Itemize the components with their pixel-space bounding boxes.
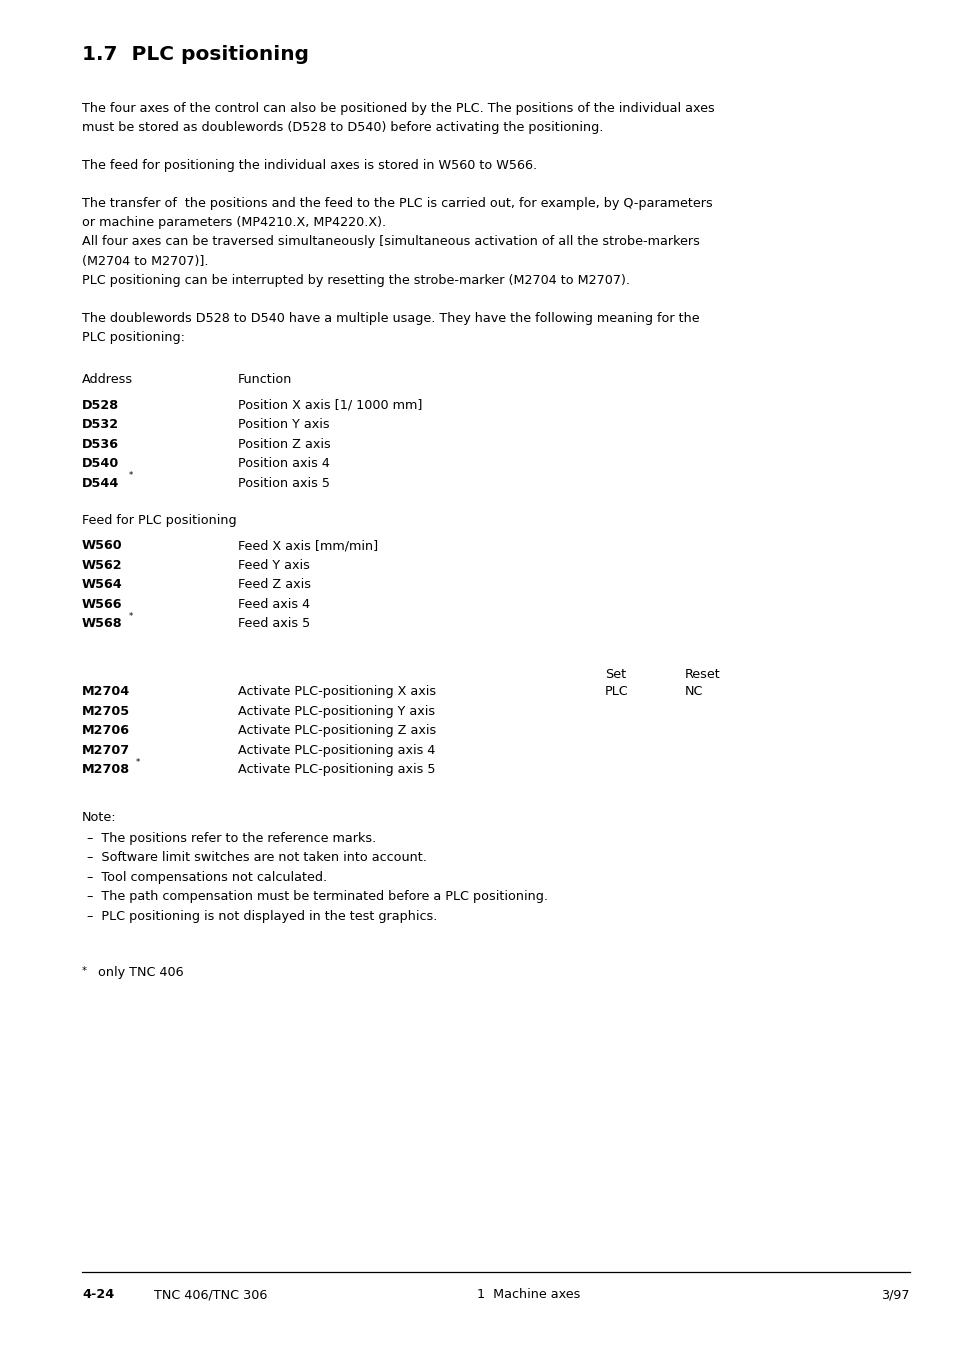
Text: must be stored as doublewords (D528 to D540) before activating the positioning.: must be stored as doublewords (D528 to D… <box>82 121 602 135</box>
Text: Set: Set <box>604 668 625 681</box>
Text: 3/97: 3/97 <box>881 1288 909 1302</box>
Text: M2706: M2706 <box>82 724 130 738</box>
Text: W562: W562 <box>82 559 123 572</box>
Text: Feed axis 5: Feed axis 5 <box>237 618 310 630</box>
Text: W568: W568 <box>82 618 123 630</box>
Text: The four axes of the control can also be positioned by the PLC. The positions of: The four axes of the control can also be… <box>82 102 714 114</box>
Text: D540: D540 <box>82 458 119 470</box>
Text: M2708: M2708 <box>82 763 130 777</box>
Text: Position axis 5: Position axis 5 <box>237 476 330 490</box>
Text: –  Software limit switches are not taken into account.: – Software limit switches are not taken … <box>87 851 426 864</box>
Text: Position Z axis: Position Z axis <box>237 437 331 451</box>
Text: *: * <box>129 612 133 621</box>
Text: 4-24: 4-24 <box>82 1288 114 1302</box>
Text: Feed Y axis: Feed Y axis <box>237 559 310 572</box>
Text: D536: D536 <box>82 437 119 451</box>
Text: 1.7  PLC positioning: 1.7 PLC positioning <box>82 44 309 65</box>
Text: Activate PLC-positioning Z axis: Activate PLC-positioning Z axis <box>237 724 436 738</box>
Text: PLC: PLC <box>604 685 628 699</box>
Text: All four axes can be traversed simultaneously [simultaneous activation of all th: All four axes can be traversed simultane… <box>82 236 700 249</box>
Text: Feed X axis [mm/min]: Feed X axis [mm/min] <box>237 540 377 552</box>
Text: TNC 406/TNC 306: TNC 406/TNC 306 <box>153 1288 267 1302</box>
Text: Activate PLC-positioning axis 4: Activate PLC-positioning axis 4 <box>237 743 435 756</box>
Text: The transfer of  the positions and the feed to the PLC is carried out, for examp: The transfer of the positions and the fe… <box>82 197 712 210</box>
Text: M2707: M2707 <box>82 743 130 756</box>
Text: PLC positioning can be interrupted by resetting the strobe-marker (M2704 to M270: PLC positioning can be interrupted by re… <box>82 275 629 288</box>
Text: only TNC 406: only TNC 406 <box>94 965 183 979</box>
Text: W564: W564 <box>82 579 123 591</box>
Text: NC: NC <box>684 685 702 699</box>
Text: *: * <box>136 758 140 767</box>
Text: –  PLC positioning is not displayed in the test graphics.: – PLC positioning is not displayed in th… <box>87 910 436 922</box>
Text: The doublewords D528 to D540 have a multiple usage. They have the following mean: The doublewords D528 to D540 have a mult… <box>82 312 699 324</box>
Text: Position Y axis: Position Y axis <box>237 419 330 431</box>
Text: 1  Machine axes: 1 Machine axes <box>476 1288 579 1302</box>
Text: Feed Z axis: Feed Z axis <box>237 579 311 591</box>
Text: Feed for PLC positioning: Feed for PLC positioning <box>82 514 236 528</box>
Text: Function: Function <box>237 373 292 386</box>
Text: M2704: M2704 <box>82 685 131 699</box>
Text: D544: D544 <box>82 476 119 490</box>
Text: PLC positioning:: PLC positioning: <box>82 331 185 345</box>
Text: *: * <box>129 471 133 481</box>
Text: –  The positions refer to the reference marks.: – The positions refer to the reference m… <box>87 832 375 845</box>
Text: Activate PLC-positioning Y axis: Activate PLC-positioning Y axis <box>237 705 435 717</box>
Text: –  Tool compensations not calculated.: – Tool compensations not calculated. <box>87 871 327 884</box>
Text: Position X axis [1/ 1000 mm]: Position X axis [1/ 1000 mm] <box>237 398 422 412</box>
Text: Activate PLC-positioning X axis: Activate PLC-positioning X axis <box>237 685 436 699</box>
Text: (M2704 to M2707)].: (M2704 to M2707)]. <box>82 254 209 268</box>
Text: Activate PLC-positioning axis 5: Activate PLC-positioning axis 5 <box>237 763 435 777</box>
Text: Note:: Note: <box>82 810 116 824</box>
Text: W560: W560 <box>82 540 123 552</box>
Text: M2705: M2705 <box>82 705 130 717</box>
Text: –  The path compensation must be terminated before a PLC positioning.: – The path compensation must be terminat… <box>87 890 547 903</box>
Text: Reset: Reset <box>684 668 720 681</box>
Text: or machine parameters (MP4210.X, MP4220.X).: or machine parameters (MP4210.X, MP4220.… <box>82 215 386 229</box>
Text: D528: D528 <box>82 398 119 412</box>
Text: Position axis 4: Position axis 4 <box>237 458 330 470</box>
Text: D532: D532 <box>82 419 119 431</box>
Text: Address: Address <box>82 373 133 386</box>
Text: *: * <box>82 965 87 976</box>
Text: Feed axis 4: Feed axis 4 <box>237 598 310 611</box>
Text: W566: W566 <box>82 598 122 611</box>
Text: The feed for positioning the individual axes is stored in W560 to W566.: The feed for positioning the individual … <box>82 159 537 172</box>
